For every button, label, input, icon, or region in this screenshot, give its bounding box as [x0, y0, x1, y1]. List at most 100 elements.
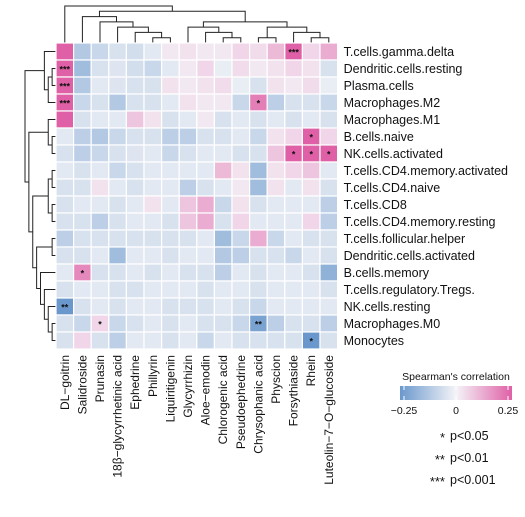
row-label: Plasma.cells: [344, 79, 414, 93]
column-dendrogram: [64, 5, 330, 43]
heatmap-cell: [231, 195, 251, 214]
heatmap-cell: [143, 110, 163, 129]
heatmap-cell: [196, 331, 216, 350]
row-label: NK.cells.activated: [344, 147, 443, 161]
heatmap-cell: [143, 42, 163, 61]
heatmap-cell: [284, 229, 303, 248]
heatmap-cell: [125, 331, 145, 350]
heatmap-cell: [125, 144, 145, 163]
heatmap-cell: [301, 280, 321, 299]
heatmap-cell: [90, 76, 110, 95]
column-label: Chlorogenic acid: [216, 355, 230, 444]
heatmap-cell: [284, 110, 303, 129]
heatmap-cell: [108, 297, 128, 316]
heatmap-cell: [143, 144, 163, 163]
dendrogram-branch: [32, 195, 49, 269]
significance-legend-label: p<0.01: [450, 451, 489, 465]
significance-legend-label: p<0.001: [450, 473, 496, 487]
heatmap-cell: [319, 110, 339, 129]
row-label: Macrophages.M1: [344, 113, 441, 127]
heatmap-cell: [266, 297, 286, 316]
heatmap-cell: [178, 297, 198, 316]
heatmap-cell: [178, 144, 198, 163]
heatmap-cell: [125, 93, 145, 112]
column-label: Luteolin−7−O−glucoside: [322, 355, 336, 485]
heatmap-cell: [284, 314, 303, 333]
heatmap-cell: [213, 195, 233, 214]
heatmap-cell: [319, 331, 339, 350]
dendrogram-branch: [187, 26, 220, 43]
row-label: Macrophages.M2: [344, 96, 441, 110]
heatmap-cell: [178, 127, 198, 146]
legend-colorbar: [400, 386, 512, 400]
heatmap-cell: [178, 178, 198, 197]
heatmap-cell: [301, 76, 321, 95]
heatmap-cell: [213, 178, 233, 197]
heatmap-cell: [319, 178, 339, 197]
heatmap-cell: [72, 161, 92, 180]
heatmap-cell: [231, 161, 251, 180]
row-label: Macrophages.M0: [344, 317, 441, 331]
significance-legend: * p<0.05 ** p<0.01 *** p<0.001: [430, 429, 496, 489]
heatmap-cell: [108, 127, 128, 146]
heatmap-cell: [301, 314, 321, 333]
dendrogram-branch: [64, 5, 173, 43]
dendrogram-branch: [98, 10, 246, 22]
dendrogram-branch: [24, 70, 45, 183]
legend-ticks: −0.25 0 0.25: [391, 386, 518, 417]
heatmap-cell: [161, 229, 180, 248]
heatmap-cell: [249, 161, 268, 180]
dendrogram-branch: [81, 16, 117, 43]
column-label: Physcion: [269, 355, 283, 404]
heatmap-cell: [266, 59, 286, 78]
heatmap-cell: [125, 127, 145, 146]
heatmap-cell: [249, 76, 268, 95]
heatmap-cell: [108, 280, 128, 299]
significance-mark: *: [309, 150, 313, 160]
heatmap-cell: [108, 246, 128, 265]
heatmap-cell: [319, 212, 339, 231]
heatmap-cell: [72, 280, 92, 299]
heatmap-cell: [143, 263, 163, 282]
heatmap-cell: [125, 263, 145, 282]
heatmap-cell: [196, 229, 216, 248]
heatmap-cell: [266, 93, 286, 112]
heatmap-cell: [301, 229, 321, 248]
heatmap-cell: [213, 246, 233, 265]
heatmap-cell: [108, 144, 128, 163]
heatmap-cell: [284, 297, 303, 316]
heatmap-cell: [301, 212, 321, 231]
heatmap-cell: [213, 280, 233, 299]
significance-mark: *: [309, 337, 313, 347]
heatmap-cell: [213, 42, 233, 61]
dendrogram-branch: [99, 21, 134, 43]
heatmap-cell: [72, 59, 92, 78]
heatmap-cell: [72, 127, 92, 146]
heatmap-cell: [196, 127, 216, 146]
heatmap-cell: [249, 195, 268, 214]
heatmap-cell: [125, 297, 145, 316]
significance-legend-mark: ***: [430, 474, 445, 489]
heatmap-cell: [161, 178, 180, 197]
heatmap-cell: [161, 195, 180, 214]
heatmap-cell: [196, 178, 216, 197]
heatmap-cell: [108, 178, 128, 197]
heatmap-cell: [55, 178, 75, 197]
heatmap-cell: [108, 161, 128, 180]
dendrogram-branch: [43, 289, 56, 320]
significance-mark: *: [257, 99, 261, 109]
row-label: Dendritic.cells.resting: [344, 62, 463, 76]
heatmap-cell: [301, 246, 321, 265]
heatmap-cell: [249, 263, 268, 282]
heatmap-cell: [319, 263, 339, 282]
heatmap-cell: [213, 161, 233, 180]
heatmap-cell: [266, 127, 286, 146]
heatmap-cell: [196, 246, 216, 265]
heatmap-cell: [231, 246, 251, 265]
heatmap-cell: [319, 161, 339, 180]
heatmap-cell: [196, 212, 216, 231]
column-label: 18β−glycyrrhetinic acid: [111, 355, 125, 478]
heatmap-cell: [178, 42, 198, 61]
heatmap-cell: [90, 127, 110, 146]
heatmap-cell: [178, 76, 198, 95]
